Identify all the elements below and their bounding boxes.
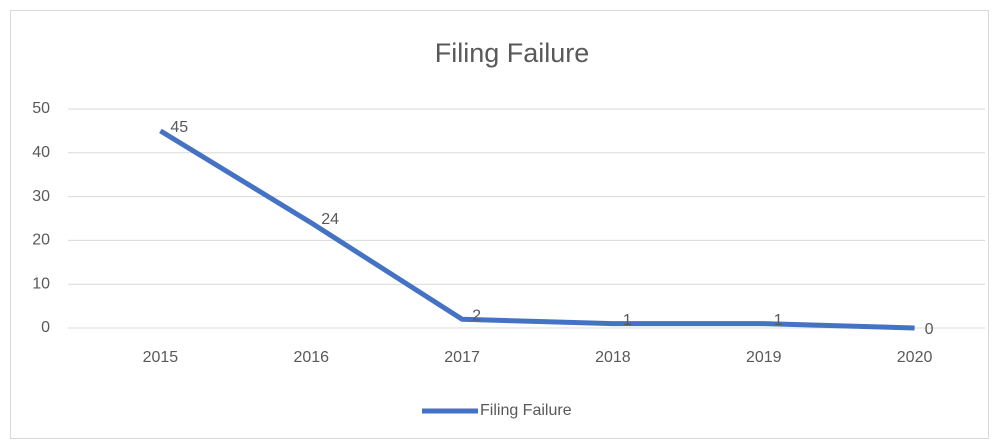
data-label: 24 xyxy=(321,211,339,228)
x-tick-label: 2018 xyxy=(595,349,631,366)
data-label: 2 xyxy=(472,307,481,324)
data-label: 45 xyxy=(170,119,188,136)
x-tick-label: 2016 xyxy=(293,349,329,366)
data-label: 0 xyxy=(925,321,934,338)
y-tick-label: 10 xyxy=(32,275,50,292)
x-tick-label: 2017 xyxy=(444,349,480,366)
x-tick-label: 2019 xyxy=(746,349,782,366)
x-tick-label: 2015 xyxy=(143,349,179,366)
legend-label: Filing Failure xyxy=(480,402,572,419)
chart-title: Filing Failure xyxy=(435,38,590,68)
x-tick-label: 2020 xyxy=(897,349,933,366)
y-tick-label: 20 xyxy=(32,232,50,249)
y-tick-label: 0 xyxy=(41,319,50,336)
chart-border xyxy=(10,10,989,439)
y-tick-label: 40 xyxy=(32,144,50,161)
data-label: 1 xyxy=(623,312,632,329)
y-tick-label: 50 xyxy=(32,100,50,117)
y-tick-label: 30 xyxy=(32,188,50,205)
data-line xyxy=(159,128,915,331)
data-label: 1 xyxy=(774,312,783,329)
